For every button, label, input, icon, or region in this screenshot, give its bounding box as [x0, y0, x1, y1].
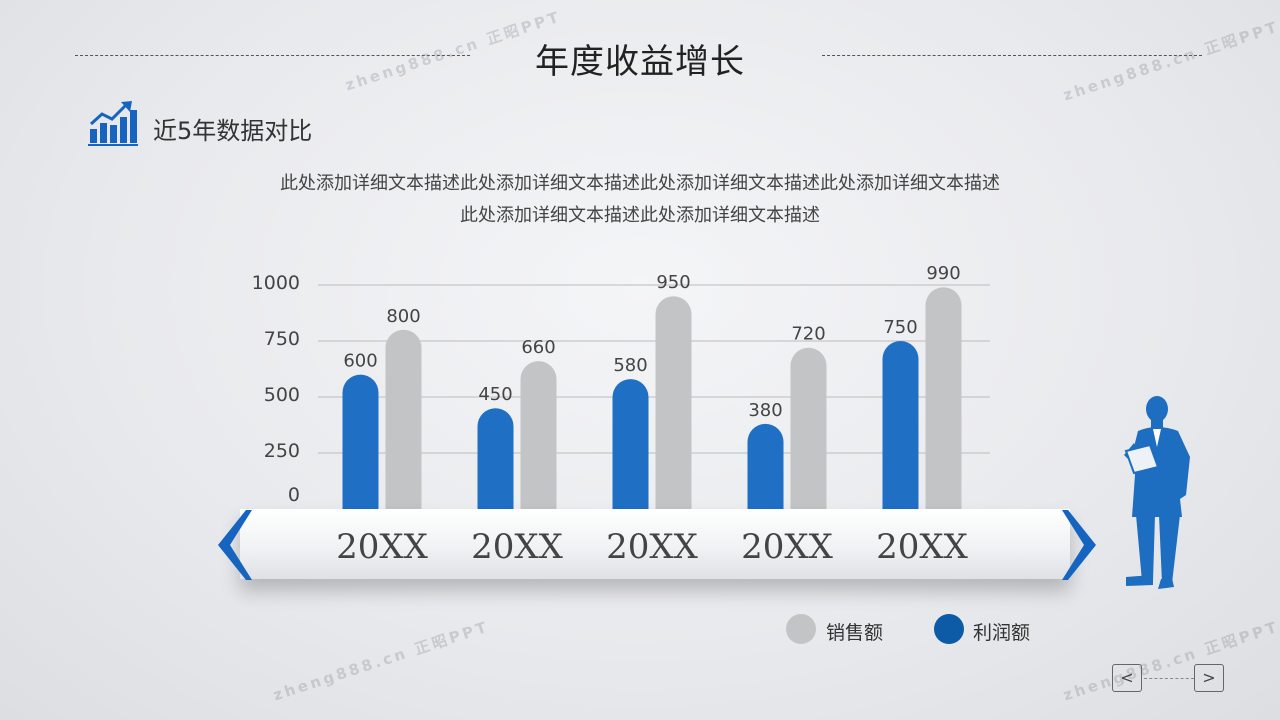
data-label: 580: [613, 355, 647, 376]
data-label: 750: [883, 317, 917, 338]
y-tick-label: 0: [288, 484, 300, 506]
ribbon-left-arrow: [218, 510, 252, 580]
data-label: 380: [748, 400, 782, 421]
category-label: 20XX: [741, 527, 833, 567]
bar-profit: [612, 379, 649, 509]
y-tick-label: 750: [264, 328, 300, 350]
legend-label-profit: 利润额: [973, 622, 1031, 644]
category-axis: 20XX 20XX 20XX 20XX 20XX: [240, 509, 1070, 579]
section-title: 近5年数据对比: [153, 117, 313, 145]
ribbon-right-arrow: [1062, 510, 1096, 580]
y-tick-label: 250: [264, 440, 300, 462]
bar-profit: [747, 423, 784, 509]
data-label: 720: [791, 324, 825, 345]
bar-sales: [790, 347, 827, 509]
legend-label-sales: 销售额: [826, 622, 884, 644]
data-label: 660: [521, 337, 555, 358]
nav-divider: [1144, 678, 1194, 679]
y-tick-label: 1000: [252, 272, 300, 294]
y-tick-label: 500: [264, 384, 300, 406]
data-label: 450: [478, 384, 512, 405]
data-label: 600: [343, 351, 377, 372]
category-label: 20XX: [606, 527, 698, 567]
year-ribbon: [240, 509, 1070, 579]
legend-swatch-sales: [786, 614, 816, 644]
page-title: 年度收益增长: [535, 42, 745, 82]
category-label: 20XX: [876, 527, 968, 567]
prev-slide-button[interactable]: <: [1112, 664, 1142, 692]
chevron-left-icon: <: [1120, 668, 1134, 687]
data-label: 990: [926, 263, 960, 284]
description-line-1: 此处添加详细文本描述此处添加详细文本描述此处添加详细文本描述此处添加详细文本描述: [280, 173, 1000, 194]
legend-swatch-profit: [934, 614, 964, 644]
bar-sales: [925, 287, 962, 509]
bar-sales: [655, 296, 692, 509]
bar-sales: [520, 361, 557, 509]
bar-chart-trend-icon: [88, 101, 138, 146]
bar-profit: [342, 374, 379, 509]
data-label: 950: [656, 272, 690, 293]
bar-profit: [882, 341, 919, 509]
title-divider-right: [822, 55, 1202, 56]
description-line-2: 此处添加详细文本描述此处添加详细文本描述: [460, 205, 820, 226]
chevron-right-icon: >: [1202, 668, 1216, 687]
title-divider-left: [75, 55, 470, 56]
bar-profit: [477, 408, 514, 509]
category-label: 20XX: [471, 527, 563, 567]
bar-sales: [385, 329, 422, 509]
businessman-silhouette-icon: [1124, 396, 1190, 589]
category-label: 20XX: [336, 527, 428, 567]
data-label: 800: [386, 306, 420, 327]
next-slide-button[interactable]: >: [1194, 664, 1224, 692]
